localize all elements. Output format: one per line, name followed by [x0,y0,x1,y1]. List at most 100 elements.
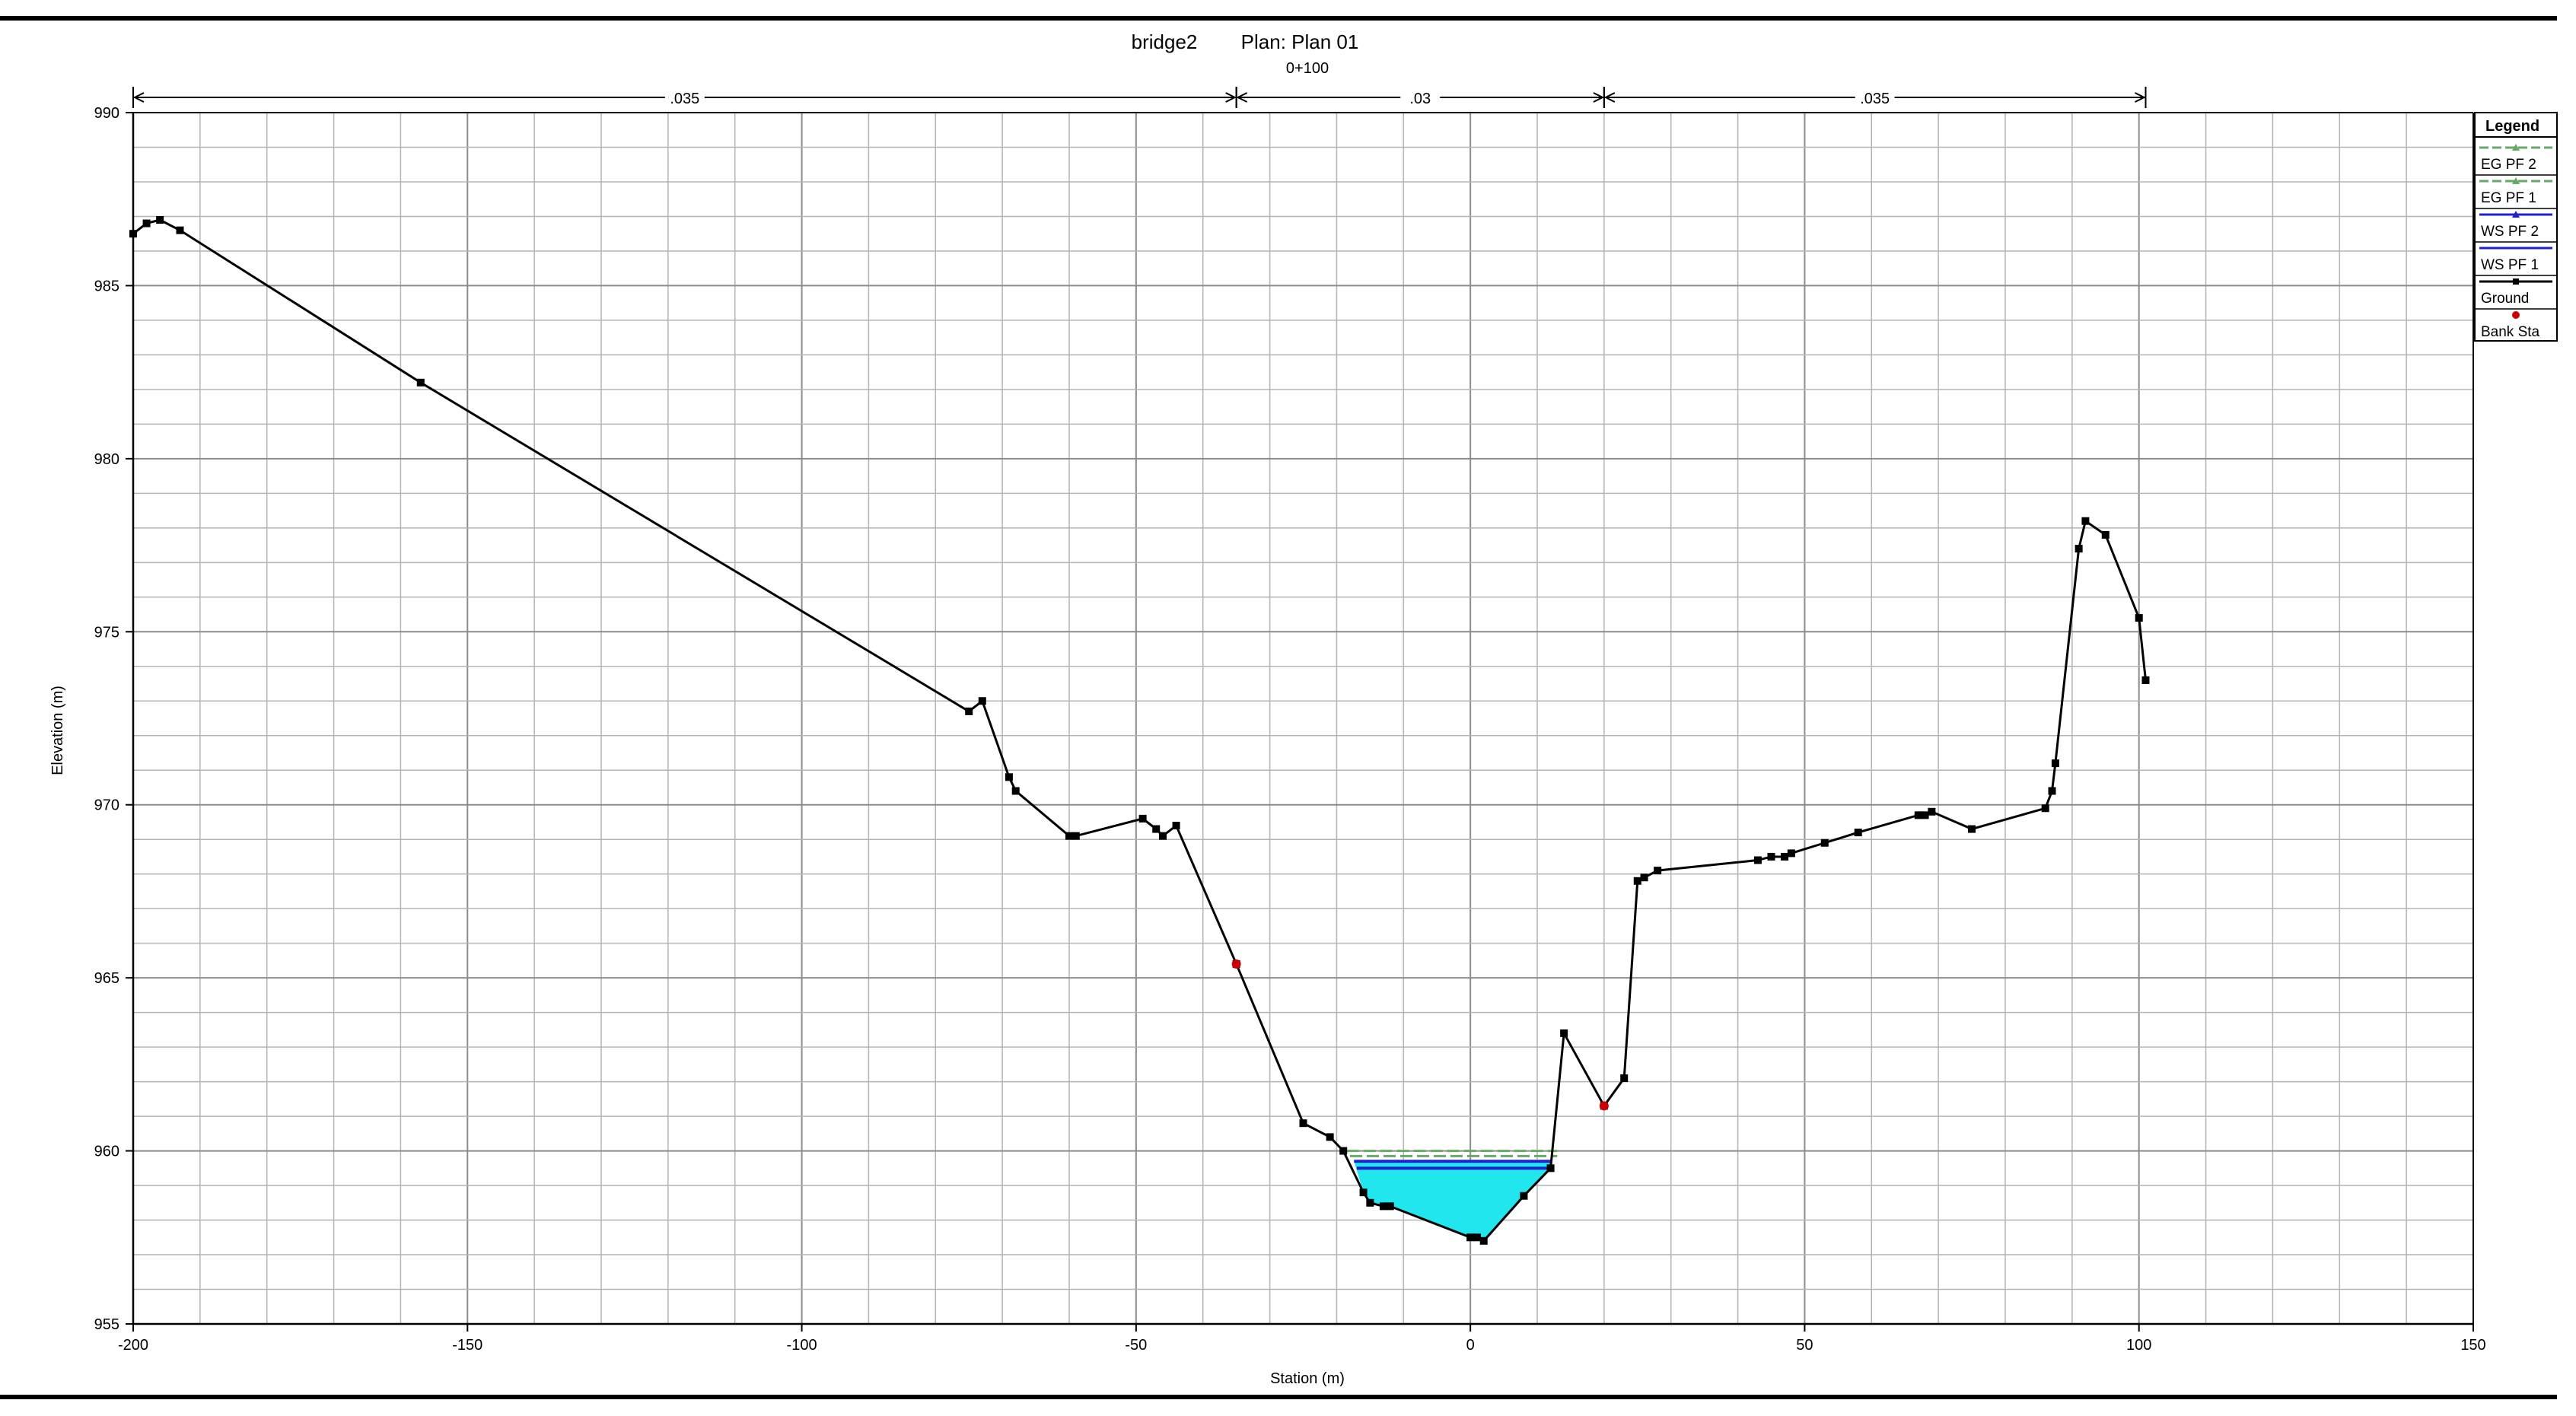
axes: -200 -150 -100 -50 0 50 100 150 955 960 965 970 975 9… [94,105,2486,1354]
legend-swatch-marker [2513,278,2519,285]
bank-station-point [1231,959,1241,969]
mannings-arrow-left [132,92,145,103]
legend-item-label: WS PF 2 [2481,224,2539,240]
ground-point [1767,852,1775,861]
ground-point [2141,676,2150,684]
ground-point [1968,825,1976,833]
ground-point [1011,787,1020,795]
legend-item-label: WS PF 1 [2481,257,2539,273]
y-axis-label: Elevation (m) [49,686,66,775]
chart-title-right: Plan: Plan 01 [1241,30,1359,53]
ground-point [1138,814,1147,823]
y-tick-label: 970 [94,797,119,814]
mannings-label-bg [1855,88,1895,107]
ground-point [1787,849,1795,858]
ground-point [965,707,973,715]
y-tick-label: 960 [94,1144,119,1160]
ground-point [1466,1233,1475,1242]
ground-point [1928,807,1936,816]
mannings-arrow-right [1593,92,1605,103]
ground-point [1820,838,1829,847]
ground-point [1473,1233,1481,1242]
bank-station-point [1599,1101,1609,1111]
y-tick-label: 965 [94,970,119,987]
ground-point [1546,1164,1555,1173]
legend-title: Legend [2485,118,2539,135]
ground-point [1071,832,1080,840]
ground-point [1520,1192,1528,1200]
ground-point [1386,1202,1394,1211]
ground-point [1633,877,1641,885]
x-axis-label: Station (m) [1270,1370,1345,1387]
mannings-arrow-left [1236,92,1248,103]
ground-point [1753,856,1762,864]
mannings-label-bg [664,88,705,107]
ground-point [1479,1236,1488,1245]
ground-point [2081,517,2090,525]
mannings-n-label: .035 [1860,91,1890,107]
mannings-arrow-right [2135,92,2146,103]
ground-point [2074,545,2083,553]
ground-point [1152,825,1161,833]
y-tick-label: 985 [94,278,119,294]
ground-point [416,378,425,387]
plot-area [129,216,2150,1245]
x-tick-label: -150 [452,1337,482,1354]
x-tick-label: 150 [2460,1337,2485,1354]
legend-swatch-marker [2512,177,2520,184]
ground-point [1299,1119,1307,1128]
x-tick-label: -100 [787,1337,817,1354]
ground-point [1172,822,1180,830]
ground-point [1640,873,1648,882]
ground-point [2048,787,2056,795]
legend-item-label: Bank Sta [2481,324,2540,340]
legend-swatch-marker [2512,144,2520,151]
legend-item-label: EG PF 1 [2481,190,2536,206]
y-tick-label: 980 [94,451,119,468]
legend-item-label: Ground [2481,291,2529,307]
x-tick-label: -50 [1125,1337,1147,1354]
y-tick-label: 955 [94,1316,119,1333]
ground-point [1379,1202,1387,1211]
ground-line [132,218,2147,1243]
legend-swatch-marker [2512,211,2520,218]
y-tick-label: 975 [94,624,119,641]
mannings-n-bar: .035 .03 .035 [132,87,2147,108]
ground-point [1620,1074,1629,1083]
ground-point [1921,811,1929,819]
legend-item-label: EG PF 2 [2481,157,2536,173]
ground-point [2051,759,2059,768]
ground-point [978,697,986,705]
ground-point [1359,1188,1368,1197]
ground-point [2041,804,2049,813]
ground-point [2135,614,2143,622]
ground-point [1065,832,1073,840]
x-tick-label: -200 [118,1337,148,1354]
y-tick-label: 990 [94,105,119,122]
ground-point [156,216,164,224]
ground-point [1005,773,1013,781]
ground-point [176,226,184,234]
ground-point [1366,1198,1374,1207]
chart-title-left: bridge2 [1132,30,1198,53]
x-tick-label: 100 [2126,1337,2151,1354]
x-tick-label: 0 [1466,1337,1475,1354]
ground-point [1560,1029,1568,1037]
legend-swatch-marker [2512,311,2520,319]
ground-point [1159,832,1167,840]
legend: Legend EG PF 2 EG PF 1 WS PF 2 WS PF 1 Ground… [2474,112,2558,342]
ground-point [1781,852,1789,861]
ground-point [142,219,151,228]
ground-point [1854,829,1862,837]
mannings-label-bg [1400,88,1441,107]
x-tick-label: 50 [1796,1337,1813,1354]
mannings-arrow-right [1225,92,1237,103]
mannings-n-label: .03 [1409,91,1431,107]
mannings-arrow-left [1603,92,1616,103]
ground-point [1914,811,1922,819]
ground-point [1654,867,1662,875]
ground-point [1326,1133,1334,1141]
chart-subtitle: 0+100 [1286,60,1329,77]
